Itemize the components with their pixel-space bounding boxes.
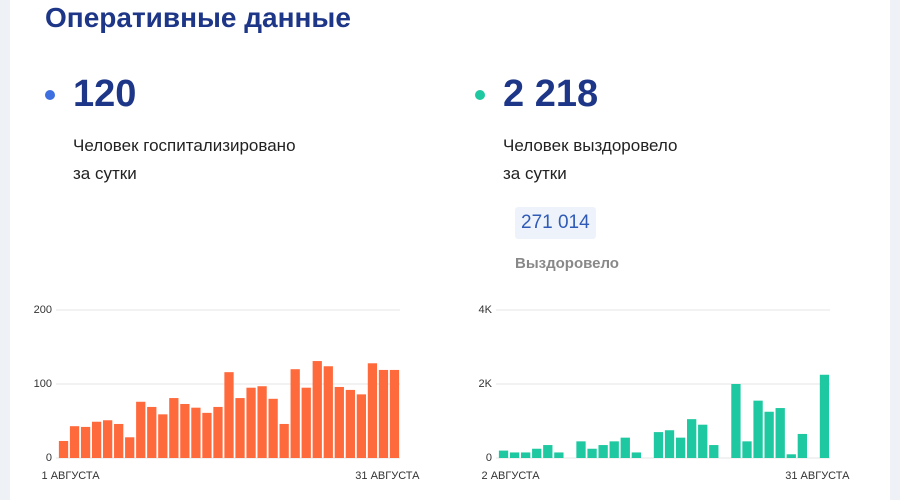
- x-tick-label: 2 АВГУСТА: [482, 470, 541, 482]
- stat-text: за сутки: [73, 164, 137, 183]
- bar: [235, 398, 245, 458]
- bar: [202, 412, 212, 458]
- bar: [356, 394, 367, 458]
- y-tick-label: 2K: [479, 378, 493, 390]
- stat-text: Человек выздоровело: [503, 136, 678, 155]
- bar: [290, 369, 300, 458]
- bar: [268, 398, 278, 458]
- bar: [114, 423, 124, 458]
- bar: [125, 437, 135, 458]
- bar: [675, 437, 686, 458]
- bar: [698, 424, 708, 458]
- y-tick-label: 200: [34, 304, 52, 316]
- bar: [103, 420, 113, 458]
- bar: [58, 440, 69, 458]
- bar: [224, 372, 234, 458]
- bar: [631, 452, 641, 458]
- bar: [147, 406, 157, 458]
- bar: [191, 407, 201, 458]
- bar: [69, 426, 80, 458]
- bar: [389, 369, 400, 458]
- bar: [709, 445, 719, 458]
- card: Оперативные данные 120 Человек госпитали…: [10, 0, 890, 500]
- bar: [786, 454, 796, 458]
- bar: [378, 369, 389, 458]
- bar: [664, 430, 675, 458]
- bar: [246, 387, 256, 458]
- bar: [554, 452, 564, 458]
- bar: [345, 389, 355, 458]
- y-tick-label: 0: [486, 452, 492, 464]
- bar: [312, 361, 322, 458]
- bar: [687, 419, 697, 458]
- bar: [180, 403, 190, 458]
- bar: [576, 441, 586, 458]
- x-tick-label: 1 АВГУСТА: [42, 470, 101, 482]
- dot: [475, 90, 485, 100]
- bar: [609, 441, 619, 458]
- y-tick-label: 0: [46, 452, 52, 464]
- bar: [532, 448, 542, 458]
- stat-value: 120: [73, 73, 137, 115]
- bar: [620, 437, 630, 458]
- y-tick-label: 4K: [479, 304, 493, 316]
- page-title: Оперативные данные: [45, 2, 351, 33]
- bar: [819, 374, 830, 458]
- bar: [367, 363, 378, 458]
- stat-text: Человек госпитализировано: [73, 136, 296, 155]
- bar: [587, 448, 597, 458]
- bar: [213, 406, 223, 458]
- bar: [753, 400, 763, 458]
- bar: [598, 445, 608, 458]
- bar: [521, 452, 531, 458]
- bar: [80, 426, 91, 458]
- bar: [169, 398, 179, 458]
- bar: [764, 411, 774, 458]
- bar: [91, 421, 102, 458]
- bar: [279, 423, 289, 458]
- bar: [257, 386, 267, 458]
- bar: [775, 408, 785, 458]
- bar: [509, 452, 520, 458]
- bar: [498, 450, 509, 458]
- bar: [136, 401, 146, 458]
- bar: [742, 441, 752, 458]
- stat-text: за сутки: [503, 164, 567, 183]
- bar: [797, 433, 807, 458]
- dot: [45, 90, 55, 100]
- x-tick-label: 31 АВГУСТА: [355, 470, 420, 482]
- bar: [731, 384, 741, 458]
- bar: [158, 414, 168, 458]
- bar: [653, 432, 664, 458]
- stat-value: 2 218: [503, 73, 599, 115]
- bar: [334, 386, 344, 458]
- total-badge: 271 014: [515, 207, 596, 239]
- bar: [323, 366, 333, 458]
- x-tick-label: 31 АВГУСТА: [785, 470, 850, 482]
- total-caption: Выздоровело: [515, 255, 619, 272]
- y-tick-label: 100: [34, 378, 52, 390]
- bar: [543, 445, 553, 458]
- bar: [301, 387, 311, 458]
